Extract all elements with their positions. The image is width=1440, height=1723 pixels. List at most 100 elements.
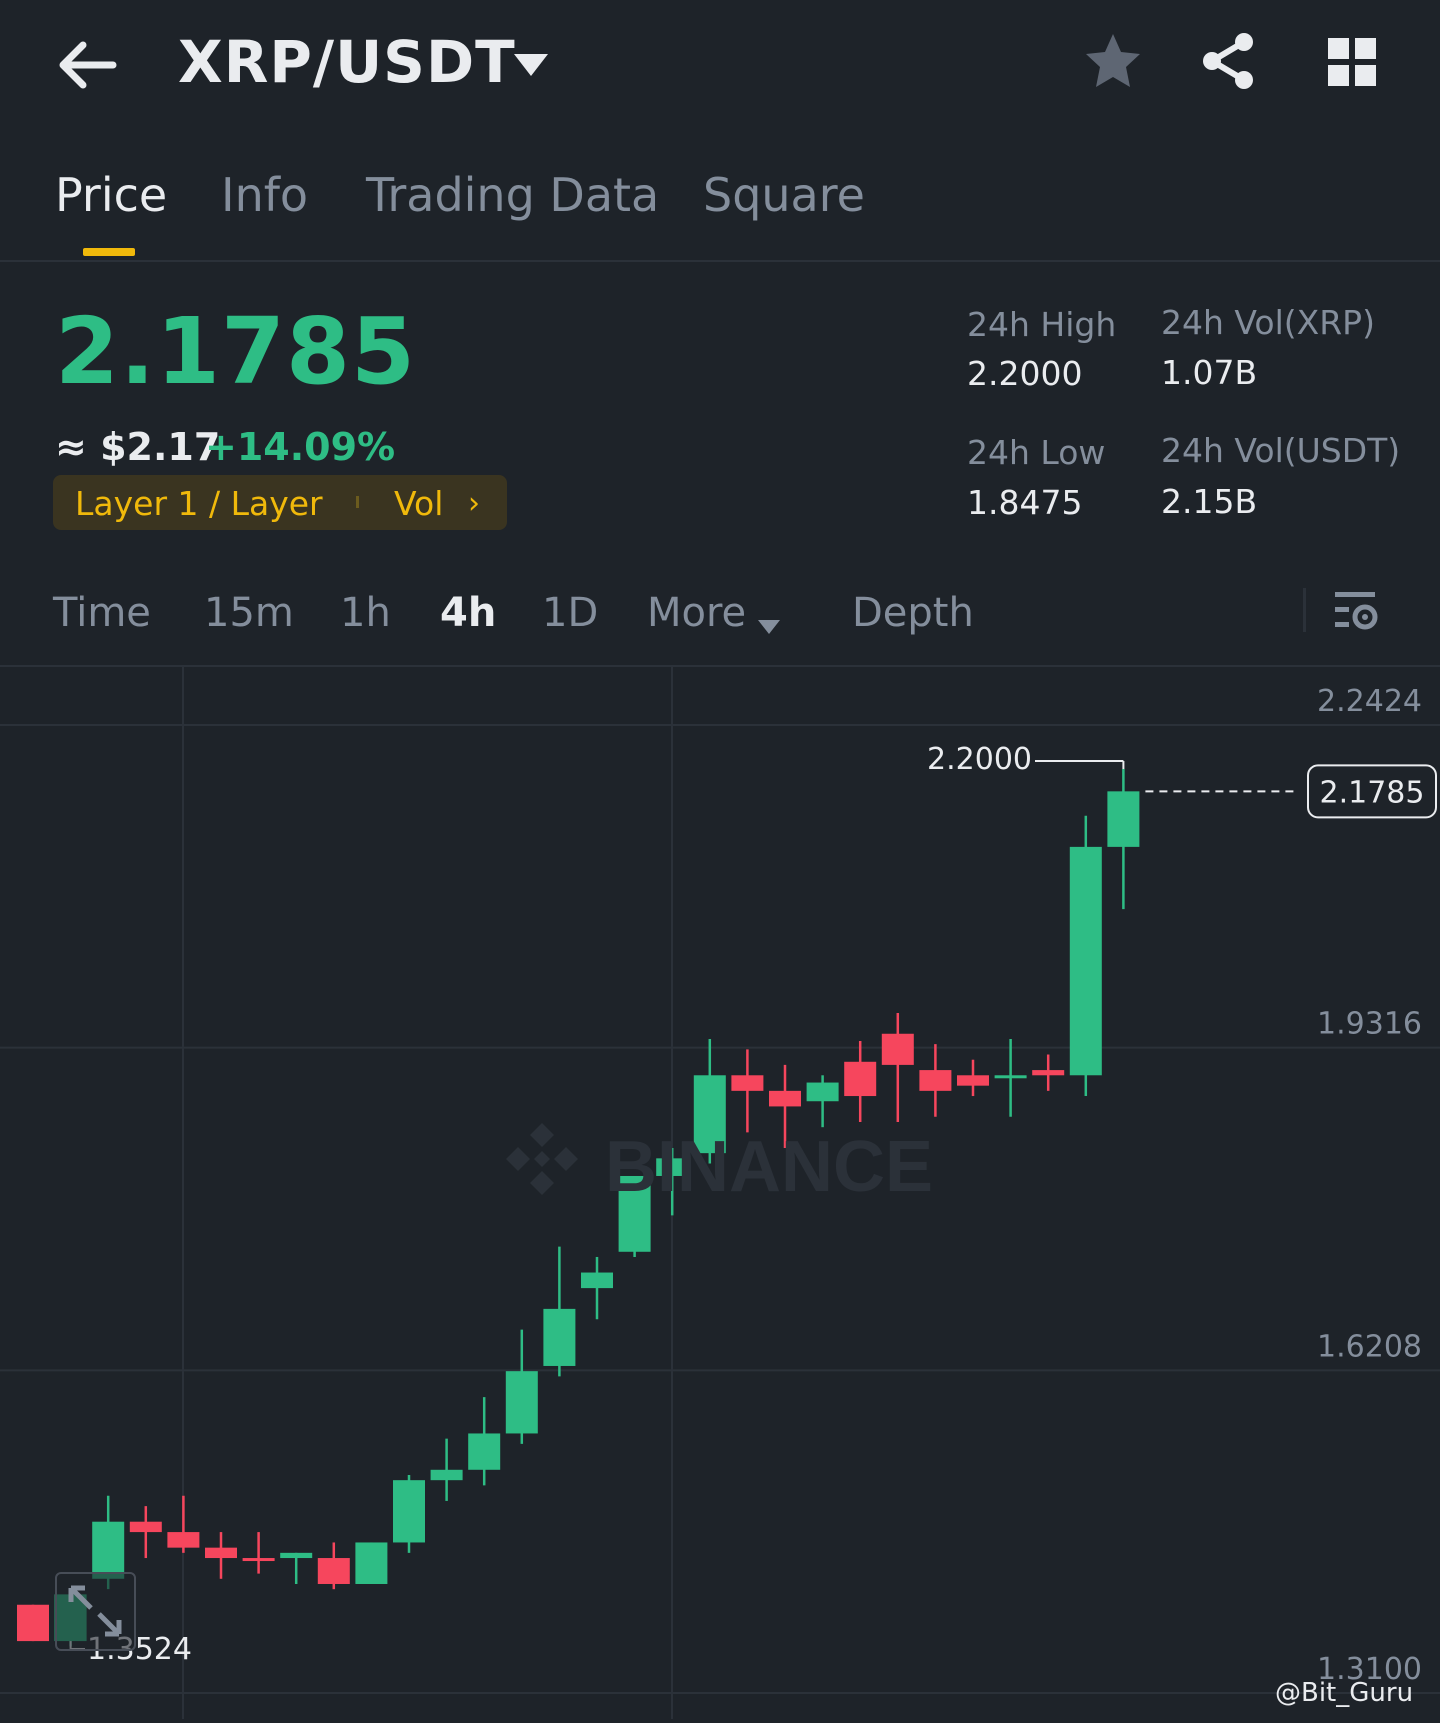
candle-body bbox=[731, 1075, 764, 1091]
chart-settings-icon[interactable] bbox=[1333, 588, 1379, 634]
candle-body bbox=[242, 1558, 275, 1562]
timeframe-1h[interactable]: 1h bbox=[340, 590, 391, 636]
y-tick-label: 2.2424 bbox=[1317, 684, 1422, 719]
candle-body bbox=[1069, 846, 1102, 1076]
arrow-left-icon bbox=[59, 41, 117, 89]
candle-body bbox=[881, 1033, 914, 1065]
candle-body bbox=[205, 1547, 237, 1559]
candle bbox=[430, 1438, 463, 1501]
share-button[interactable] bbox=[1198, 30, 1260, 92]
candle-body bbox=[1032, 1070, 1065, 1076]
candle-body bbox=[317, 1558, 350, 1584]
timeframe-bar: Time 15m 1h 4h 1D More Depth bbox=[0, 570, 1440, 667]
candle-body bbox=[505, 1371, 538, 1434]
vol-base-value: 1.07B bbox=[1161, 353, 1258, 392]
candle-body bbox=[957, 1075, 989, 1086]
candle bbox=[656, 1147, 689, 1216]
caret-down-icon[interactable] bbox=[512, 50, 552, 80]
tab-info[interactable]: Info bbox=[221, 168, 309, 222]
caret-down-icon[interactable] bbox=[757, 600, 781, 646]
current-price-box bbox=[1307, 764, 1437, 819]
candle-body bbox=[656, 1158, 689, 1176]
candle-body bbox=[806, 1082, 839, 1102]
candle bbox=[844, 1041, 877, 1123]
candle bbox=[280, 1552, 313, 1584]
candle bbox=[355, 1542, 388, 1584]
candle-body bbox=[769, 1090, 801, 1107]
timeframe-1d[interactable]: 1D bbox=[542, 590, 599, 636]
candle-body bbox=[618, 1175, 651, 1252]
y-tick-label: 1.3100 bbox=[1317, 1652, 1422, 1687]
candle bbox=[919, 1044, 952, 1117]
candle-body bbox=[129, 1521, 162, 1533]
category-tag-label: Layer 1 / Layer bbox=[75, 484, 323, 523]
candle-body bbox=[430, 1469, 463, 1481]
vol-base-label: 24h Vol(XRP) bbox=[1161, 303, 1375, 342]
star-icon bbox=[1086, 34, 1140, 87]
candle bbox=[1069, 815, 1102, 1097]
candle-body bbox=[468, 1433, 501, 1470]
pair-title[interactable]: XRP/USDT bbox=[178, 28, 516, 96]
candle-body bbox=[393, 1480, 425, 1543]
candle-body bbox=[17, 1604, 49, 1642]
expand-button[interactable] bbox=[55, 1572, 136, 1651]
last-price: 2.1785 bbox=[55, 298, 417, 405]
y-tick-label: 1.9316 bbox=[1317, 1007, 1422, 1042]
candle bbox=[957, 1059, 989, 1097]
candle bbox=[693, 1038, 726, 1164]
timeframe-15m[interactable]: 15m bbox=[204, 590, 294, 636]
tab-trading-data[interactable]: Trading Data bbox=[366, 168, 660, 222]
chevron-right-icon: › bbox=[468, 486, 480, 521]
vol-quote-label: 24h Vol(USDT) bbox=[1161, 431, 1401, 470]
tab-price[interactable]: Price bbox=[55, 168, 168, 222]
candle-body bbox=[355, 1542, 388, 1584]
candle-body bbox=[1107, 791, 1140, 847]
candle-body bbox=[693, 1075, 726, 1154]
candle-body bbox=[844, 1061, 877, 1097]
candle bbox=[505, 1329, 538, 1444]
grid-icon bbox=[1328, 38, 1376, 86]
candle-body bbox=[280, 1552, 313, 1559]
grid-menu-button[interactable] bbox=[1322, 32, 1384, 94]
low-value: 1.8475 bbox=[967, 483, 1083, 522]
candle bbox=[881, 1012, 914, 1123]
candle bbox=[581, 1256, 613, 1320]
timeframe-more[interactable]: More bbox=[647, 590, 747, 636]
y-tick-label: 1.6208 bbox=[1317, 1329, 1422, 1364]
candle bbox=[994, 1038, 1027, 1117]
category-tag[interactable] bbox=[53, 475, 507, 530]
candle-body bbox=[92, 1521, 125, 1579]
candle bbox=[17, 1604, 49, 1642]
candle bbox=[1107, 769, 1140, 910]
toolbar-divider bbox=[1303, 588, 1306, 632]
depth-tab[interactable]: Depth bbox=[852, 590, 974, 636]
candle bbox=[317, 1542, 350, 1590]
candle bbox=[242, 1532, 275, 1574]
candle bbox=[1032, 1054, 1065, 1091]
candle bbox=[769, 1064, 801, 1148]
candle-body bbox=[994, 1075, 1027, 1079]
high-label: 24h High bbox=[967, 305, 1117, 344]
candle-body bbox=[919, 1070, 952, 1091]
candle-body bbox=[581, 1272, 613, 1289]
candle bbox=[468, 1397, 501, 1486]
candle bbox=[393, 1474, 425, 1553]
tab-bar: Price Info Trading Data Square bbox=[0, 150, 1440, 262]
high-marker-label: 2.2000 bbox=[927, 742, 1032, 777]
high-value: 2.2000 bbox=[967, 354, 1083, 393]
candle bbox=[731, 1049, 764, 1133]
candle-body bbox=[167, 1532, 200, 1548]
binance-watermark: BINANCE bbox=[500, 1115, 950, 1219]
low-label: 24h Low bbox=[967, 433, 1106, 472]
tab-square[interactable]: Square bbox=[703, 168, 865, 222]
timeframe-time[interactable]: Time bbox=[53, 590, 151, 636]
favorite-button[interactable] bbox=[1082, 30, 1144, 92]
usd-approx-price: ≈ $2.17 bbox=[55, 425, 221, 469]
change-percent: +14.09% bbox=[205, 425, 396, 469]
top-bar: XRP/USDT bbox=[0, 0, 1440, 130]
active-tab-indicator bbox=[83, 248, 135, 256]
timeframe-4h[interactable]: 4h bbox=[440, 590, 497, 636]
watermark-text: BINANCE bbox=[605, 1127, 933, 1207]
expand-icon bbox=[68, 1585, 122, 1637]
back-button[interactable] bbox=[55, 35, 125, 95]
